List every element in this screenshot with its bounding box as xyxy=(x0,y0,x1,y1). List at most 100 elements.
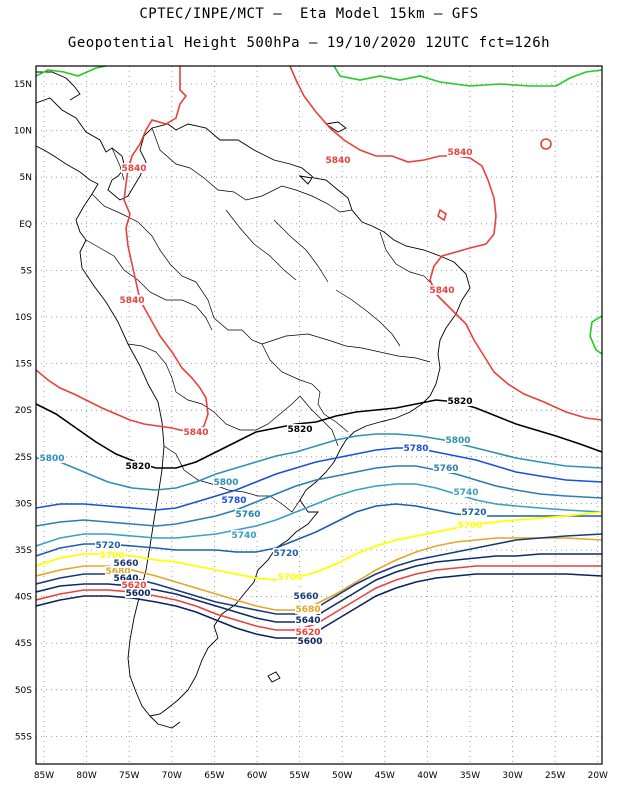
contour-label-bg xyxy=(213,477,239,487)
contour-label: 5700 xyxy=(457,521,482,531)
lon-label: 25W xyxy=(545,771,565,781)
contour-label-bg xyxy=(429,285,455,295)
contour-label: 5680 xyxy=(105,567,130,577)
contour-label-bg xyxy=(119,295,145,305)
contour-label-bg xyxy=(433,463,459,473)
lon-label: 80W xyxy=(76,771,96,781)
lon-label: 75W xyxy=(119,771,139,781)
lat-label: 35S xyxy=(15,546,32,556)
lat-label: 40S xyxy=(15,593,32,603)
contour-label-bg xyxy=(125,588,151,598)
contour-label: 5720 xyxy=(273,549,298,559)
contour-label-bg xyxy=(447,147,473,157)
contour-label: 5760 xyxy=(235,510,260,520)
contour-label: 5840 xyxy=(325,156,350,166)
contour-labels: 5840 5840 5840 5840 5840 5840 5820 5820 5820 5800… xyxy=(39,147,487,647)
lon-label: 30W xyxy=(502,771,522,781)
contour-label: 5800 xyxy=(39,454,64,464)
lat-label: EQ xyxy=(19,220,32,230)
contour-label-bg xyxy=(113,558,139,568)
lon-label: 85W xyxy=(34,771,54,781)
coastline xyxy=(36,71,471,729)
contour-label: 5600 xyxy=(125,589,150,599)
contour-label: 5720 xyxy=(461,508,486,518)
lat-label: 5S xyxy=(21,266,33,276)
chart-title: CPTEC/INPE/MCT – Eta Model 15km – GFS xyxy=(139,6,479,22)
contour-label-bg xyxy=(221,495,247,505)
longitude-labels: 85W 80W 75W 70W 65W 60W 55W 50W 45W 40W 35W 30W 25W 2… xyxy=(34,771,608,781)
contour-label: 5820 xyxy=(125,462,150,472)
contour-label-bg xyxy=(295,615,321,625)
contour-label-bg xyxy=(445,435,471,445)
contour-5780 xyxy=(36,447,602,511)
contour-label: 5620 xyxy=(295,628,320,638)
lon-label: 55W xyxy=(289,771,309,781)
lon-label: 60W xyxy=(247,771,267,781)
contour-label-bg xyxy=(183,427,209,437)
contour-label-bg xyxy=(105,566,131,576)
contour-label: 5800 xyxy=(445,436,470,446)
contour-label: 5740 xyxy=(453,488,478,498)
contour-label: 5600 xyxy=(297,637,322,647)
contour-label-bg xyxy=(95,540,121,550)
contour-label: 5660 xyxy=(113,559,138,569)
lat-label: 10S xyxy=(15,313,32,323)
country-borders xyxy=(85,127,437,513)
contour-label-bg xyxy=(99,550,125,560)
contour-label-bg xyxy=(231,530,257,540)
contour-label-bg xyxy=(277,572,303,582)
lat-label: 25S xyxy=(15,453,32,463)
contour-label-bg xyxy=(125,461,151,471)
contour-label-bg xyxy=(235,509,261,519)
contour-label: 5760 xyxy=(433,464,458,474)
contour-label: 5840 xyxy=(447,148,472,158)
contour-label-bg xyxy=(453,487,479,497)
lon-label: 35W xyxy=(460,771,480,781)
contour-label-bg xyxy=(273,548,299,558)
lat-label: 45S xyxy=(15,639,32,649)
latitude-labels: 15N 10N 5N EQ 5S 10S 15S 20S 25S 30S 35S 40S 45S 50S 5… xyxy=(14,80,32,742)
lat-label: 30S xyxy=(15,499,32,509)
contour-label-bg xyxy=(287,424,313,434)
contour-label-bg xyxy=(461,507,487,517)
contour-5760 xyxy=(36,465,602,527)
contour-green xyxy=(36,66,602,355)
contour-5820 xyxy=(36,399,602,469)
contour-label: 5640 xyxy=(295,616,320,626)
lat-label: 15S xyxy=(15,360,32,370)
contour-label: 5780 xyxy=(221,496,246,506)
contour-5700 xyxy=(36,511,602,581)
contour-label: 5820 xyxy=(287,425,312,435)
contour-label-bg xyxy=(297,636,323,646)
contour-5720 xyxy=(36,503,602,557)
contour-label: 5840 xyxy=(429,286,454,296)
lat-label: 50S xyxy=(15,686,32,696)
contour-label-bg xyxy=(403,443,429,453)
contour-5740 xyxy=(36,483,602,547)
contour-label: 5800 xyxy=(213,478,238,488)
contour-label-bg xyxy=(447,396,473,406)
contour-label: 5620 xyxy=(121,581,146,591)
contour-label: 5700 xyxy=(277,573,302,583)
contour-label: 5840 xyxy=(121,164,146,174)
contour-label: 5640 xyxy=(113,574,138,584)
contour-label-bg xyxy=(121,580,147,590)
lon-label: 40W xyxy=(417,771,437,781)
contour-label-bg xyxy=(39,453,65,463)
contour-label: 5720 xyxy=(95,541,120,551)
contour-label: 5660 xyxy=(293,592,318,602)
map-frame xyxy=(35,65,603,765)
lon-label: 20W xyxy=(588,771,608,781)
contour-label-bg xyxy=(457,520,483,530)
contour-label-bg xyxy=(113,573,139,583)
lat-label: 5N xyxy=(20,173,32,183)
lon-label: 45W xyxy=(375,771,395,781)
contour-label: 5840 xyxy=(119,296,144,306)
contour-label: 5740 xyxy=(231,531,256,541)
contour-label-bg xyxy=(293,591,319,601)
contour-label-bg xyxy=(295,627,321,637)
contour-5840 xyxy=(36,66,602,433)
lon-label: 70W xyxy=(162,771,182,781)
lon-label: 65W xyxy=(204,771,224,781)
